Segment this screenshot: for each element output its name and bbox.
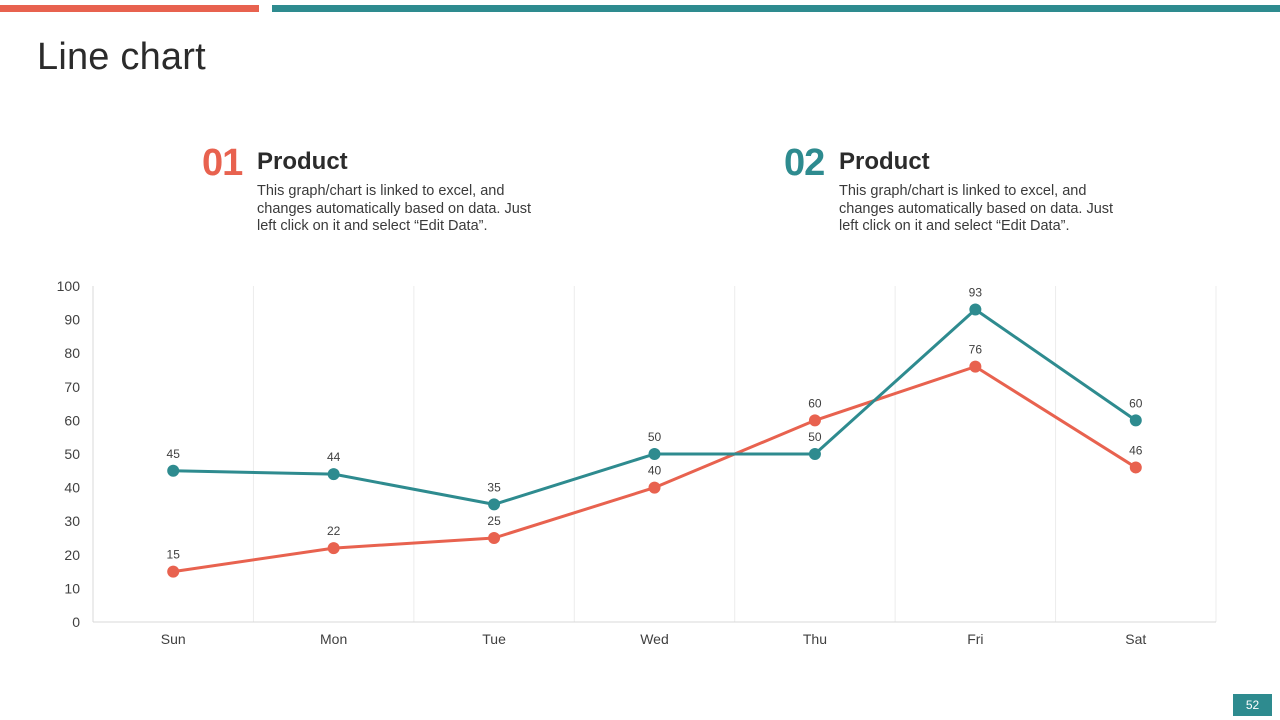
data-point bbox=[808, 448, 821, 460]
page-number-badge: 52 bbox=[1233, 694, 1272, 716]
data-label: 60 bbox=[808, 396, 822, 410]
data-point bbox=[167, 565, 180, 578]
data-label: 50 bbox=[808, 430, 822, 444]
y-tick-label: 10 bbox=[64, 580, 80, 596]
data-label: 46 bbox=[1129, 443, 1143, 457]
data-point bbox=[327, 542, 340, 555]
data-label: 44 bbox=[327, 450, 341, 464]
y-tick-label: 40 bbox=[64, 480, 80, 496]
data-point bbox=[808, 414, 821, 427]
top-accent-bar-red bbox=[0, 5, 259, 12]
x-tick-label: Sat bbox=[1125, 631, 1146, 647]
x-tick-label: Fri bbox=[967, 631, 983, 647]
product-number: 02 bbox=[784, 142, 825, 184]
data-point bbox=[327, 468, 340, 481]
x-tick-label: Tue bbox=[482, 631, 506, 647]
x-tick-label: Thu bbox=[803, 631, 827, 647]
x-tick-label: Wed bbox=[640, 631, 669, 647]
data-point bbox=[1129, 414, 1142, 427]
data-point bbox=[488, 532, 501, 544]
product-heading: Product bbox=[839, 148, 930, 175]
top-accent-bar-teal bbox=[272, 5, 1280, 12]
data-point bbox=[167, 464, 180, 477]
data-point bbox=[1129, 461, 1142, 474]
y-tick-label: 30 bbox=[64, 513, 80, 529]
data-label: 93 bbox=[969, 286, 983, 300]
data-point bbox=[648, 448, 661, 460]
data-label: 25 bbox=[487, 514, 501, 528]
data-point bbox=[648, 481, 661, 494]
x-tick-label: Mon bbox=[320, 631, 347, 647]
product-description: This graph/chart is linked to excel, and… bbox=[257, 183, 532, 234]
y-tick-label: 0 bbox=[72, 614, 80, 630]
page-title: Line chart bbox=[37, 36, 206, 78]
product-heading: Product bbox=[257, 148, 348, 175]
y-tick-label: 20 bbox=[64, 547, 80, 563]
product-description: This graph/chart is linked to excel, and… bbox=[839, 183, 1114, 234]
data-label: 60 bbox=[1129, 396, 1143, 410]
data-point bbox=[969, 360, 982, 373]
data-label: 35 bbox=[487, 480, 501, 494]
data-point bbox=[488, 498, 501, 511]
y-tick-label: 80 bbox=[64, 345, 80, 361]
product-number: 01 bbox=[202, 142, 243, 184]
x-tick-label: Sun bbox=[161, 631, 186, 647]
y-tick-label: 100 bbox=[57, 278, 81, 294]
y-tick-label: 50 bbox=[64, 446, 80, 462]
data-label: 50 bbox=[648, 430, 662, 444]
y-tick-label: 60 bbox=[64, 412, 80, 428]
data-label: 22 bbox=[327, 524, 341, 538]
data-label: 40 bbox=[648, 464, 662, 478]
data-label: 76 bbox=[969, 343, 983, 357]
data-point bbox=[969, 303, 982, 316]
y-tick-label: 90 bbox=[64, 312, 80, 328]
y-tick-label: 70 bbox=[64, 379, 80, 395]
data-label: 45 bbox=[167, 447, 181, 461]
data-label: 15 bbox=[167, 548, 181, 562]
